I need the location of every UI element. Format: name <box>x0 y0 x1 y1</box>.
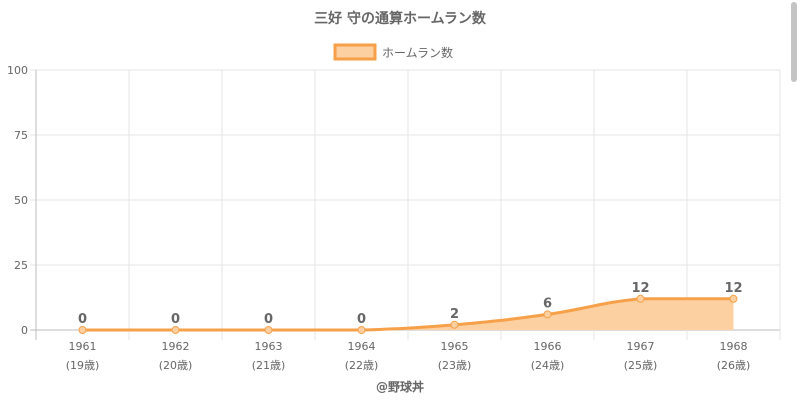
grid <box>30 69 781 340</box>
y-tick-label: 100 <box>7 64 28 77</box>
data-label: 0 <box>78 312 87 327</box>
y-tick-label: 25 <box>14 259 28 272</box>
data-label: 12 <box>631 281 649 296</box>
data-point <box>729 294 738 303</box>
data-label: 0 <box>357 312 366 327</box>
legend-swatch <box>333 43 377 61</box>
x-tick-sublabel: (19歳) <box>66 359 100 372</box>
scrollbar[interactable] <box>788 0 800 400</box>
x-tick-sublabel: (26歳) <box>717 359 751 372</box>
x-tick-label: 1962 <box>162 340 190 353</box>
x-tick-label: 1965 <box>441 340 469 353</box>
series-line <box>82 297 734 332</box>
data-point <box>264 326 273 334</box>
data-label: 0 <box>171 312 180 327</box>
x-tick-label: 1961 <box>69 340 97 353</box>
y-tick-label: 75 <box>14 129 28 142</box>
legend[interactable]: ホームラン数 <box>333 43 453 61</box>
data-label: 0 <box>264 312 273 327</box>
data-point <box>357 326 366 334</box>
data-point <box>543 310 552 319</box>
x-tick-label: 1968 <box>720 340 748 353</box>
data-label: 6 <box>543 296 552 311</box>
axes: 0 25 50 75 100 1961 (19歳) 1962 (20歳) 1963 (21歳) 196… <box>7 64 750 372</box>
series-area <box>82 298 734 330</box>
x-tick-label: 1967 <box>627 340 655 353</box>
series-homeruns <box>78 294 738 334</box>
legend-label: ホームラン数 <box>382 45 453 60</box>
data-label: 2 <box>450 307 459 322</box>
data-label: 12 <box>724 281 742 296</box>
x-tick-sublabel: (24歳) <box>531 359 565 372</box>
x-tick-sublabel: (22歳) <box>345 359 379 372</box>
y-tick-label: 50 <box>14 194 28 207</box>
data-labels: 0 0 0 0 2 6 12 12 <box>78 281 743 327</box>
x-tick-sublabel: (25歳) <box>624 359 658 372</box>
x-tick-sublabel: (21歳) <box>252 359 286 372</box>
x-tick-label: 1963 <box>255 340 283 353</box>
data-point <box>171 326 180 334</box>
data-point <box>636 294 645 303</box>
credit-text: @野球丼 <box>376 379 424 394</box>
x-tick-sublabel: (23歳) <box>438 359 472 372</box>
x-tick-label: 1966 <box>534 340 562 353</box>
chart-title: 三好 守の通算ホームラン数 <box>314 10 487 27</box>
x-tick-label: 1964 <box>348 340 376 353</box>
data-point <box>450 320 459 329</box>
data-point <box>78 326 87 334</box>
scrollbar-thumb[interactable] <box>791 2 797 82</box>
x-tick-sublabel: (20歳) <box>159 359 193 372</box>
y-tick-label: 0 <box>21 324 28 337</box>
